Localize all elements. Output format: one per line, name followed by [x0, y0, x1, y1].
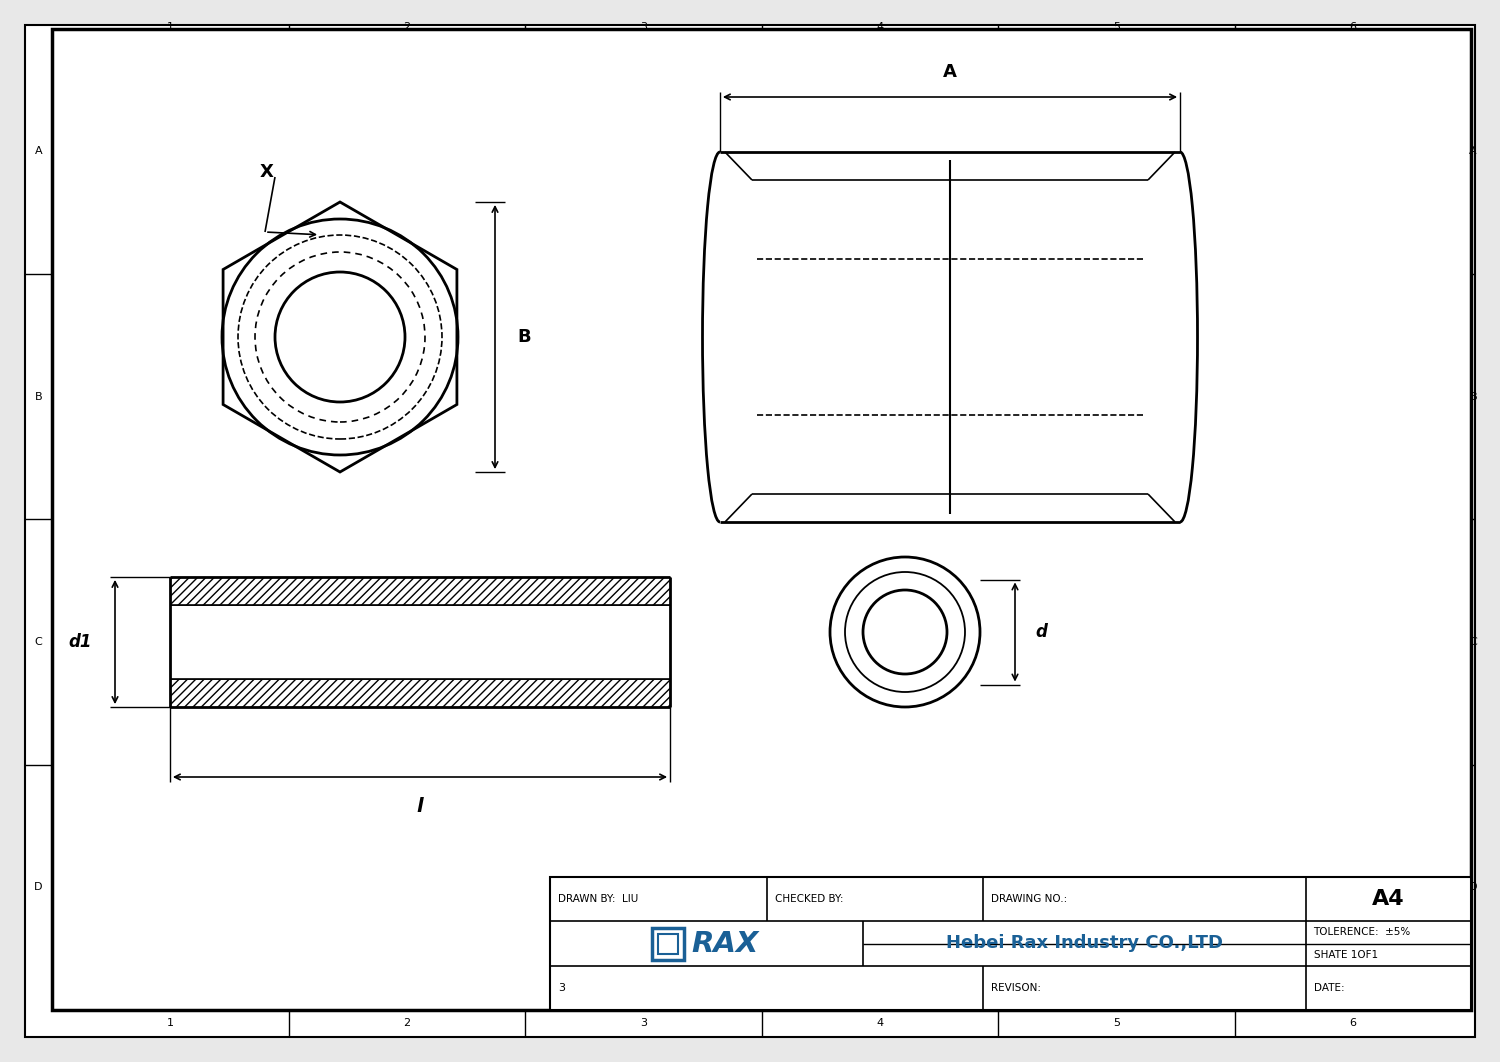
Text: REVISON:: REVISON:	[992, 982, 1041, 993]
Text: d1: d1	[69, 633, 92, 651]
Text: B: B	[518, 328, 531, 346]
Text: A: A	[34, 147, 42, 156]
Text: Hebei Rax Industry CO.,LTD: Hebei Rax Industry CO.,LTD	[946, 935, 1222, 953]
Text: A4: A4	[1372, 889, 1406, 909]
Bar	[657, 933, 678, 954]
Text: 6: 6	[1350, 22, 1356, 32]
Text: 5: 5	[1113, 1018, 1120, 1028]
Text: CHECKED BY:: CHECKED BY:	[774, 894, 843, 904]
Bar	[651, 927, 684, 959]
Text: D: D	[1468, 883, 1478, 892]
Text: 1: 1	[166, 1018, 174, 1028]
Text: l: l	[417, 798, 423, 817]
Text: A: A	[944, 63, 957, 81]
Text: 2: 2	[404, 22, 411, 32]
Text: SHATE 1OF1: SHATE 1OF1	[1314, 949, 1377, 960]
Text: DRAWING NO.:: DRAWING NO.:	[992, 894, 1068, 904]
Text: DRAWN BY:  LIU: DRAWN BY: LIU	[558, 894, 639, 904]
Text: B: B	[34, 392, 42, 401]
Bar	[550, 877, 1472, 1010]
Text: B: B	[1470, 392, 1478, 401]
Text: 5: 5	[1113, 22, 1120, 32]
Text: 6: 6	[1350, 1018, 1356, 1028]
Text: 4: 4	[876, 22, 884, 32]
Text: C: C	[1470, 637, 1478, 647]
Text: A: A	[1470, 147, 1478, 156]
Text: 1: 1	[166, 22, 174, 32]
Text: 3: 3	[640, 1018, 646, 1028]
Text: D: D	[34, 883, 44, 892]
Text: 3: 3	[558, 982, 566, 993]
Text: C: C	[34, 637, 42, 647]
Text: 3: 3	[640, 22, 646, 32]
Text: d: d	[1035, 623, 1047, 641]
Text: RAX: RAX	[692, 929, 759, 958]
Text: 2: 2	[404, 1018, 411, 1028]
Text: DATE:: DATE:	[1314, 982, 1344, 993]
Text: 4: 4	[876, 1018, 884, 1028]
Text: TOLERENCE:  ±5%: TOLERENCE: ±5%	[1314, 927, 1412, 938]
Text: X: X	[260, 162, 274, 181]
